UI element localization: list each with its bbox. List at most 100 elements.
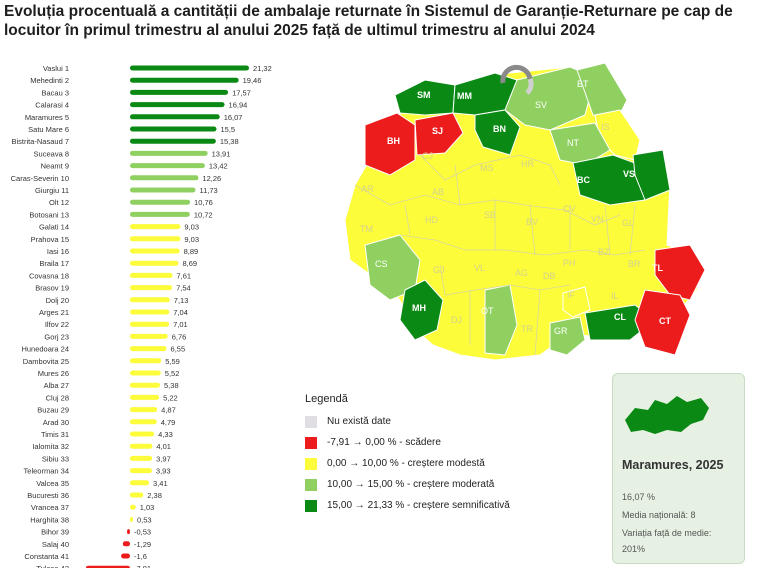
bar[interactable] — [130, 321, 170, 327]
bar[interactable] — [130, 504, 136, 510]
bar-category-label: Timis 31 — [41, 430, 69, 439]
romania-map[interactable]: SM MM SV BT BH SJ BN IS NT CJ MS HR BC VS AR AB TM HD SB BV… — [345, 55, 715, 375]
bar-category-label: Maramures 5 — [25, 113, 69, 122]
bar-value-label: 7,54 — [176, 284, 191, 293]
map-region-vs[interactable] — [632, 149, 671, 201]
bar[interactable] — [130, 102, 225, 108]
map-toggle-ring[interactable] — [500, 64, 534, 95]
bar[interactable] — [130, 138, 216, 144]
map-label-cj: CJ — [422, 151, 433, 161]
bar[interactable] — [130, 126, 217, 132]
map-region-if[interactable] — [562, 286, 591, 318]
bar-category-label: Cluj 28 — [46, 393, 69, 402]
legend-item-no-data[interactable]: Nu există date — [305, 411, 605, 432]
bar[interactable] — [130, 480, 150, 486]
bar-category-label: Alba 27 — [44, 381, 69, 390]
bar-value-label: 7,01 — [173, 320, 188, 329]
bar[interactable] — [130, 407, 158, 413]
bar[interactable] — [130, 285, 173, 291]
bar[interactable] — [130, 394, 160, 400]
map-label-cs: CS — [375, 259, 388, 269]
legend-item-decrease[interactable]: -7,91 → 0,00 % - scădere — [305, 432, 605, 453]
bar[interactable] — [130, 248, 180, 254]
map-region-gr[interactable] — [549, 316, 586, 356]
legend-swatch — [305, 415, 317, 428]
page-title: Evoluția procentuală a cantității de amb… — [4, 3, 733, 39]
bar[interactable] — [130, 443, 153, 449]
map-label-cv: CV — [563, 204, 576, 214]
bar-value-label: -0,53 — [134, 528, 151, 537]
bar[interactable] — [130, 333, 168, 339]
bar[interactable] — [130, 65, 249, 71]
map-label-tl: TL — [652, 263, 663, 273]
bar[interactable] — [130, 309, 170, 315]
bar[interactable] — [122, 541, 130, 547]
bar[interactable] — [130, 224, 181, 230]
bar-category-label: Ilfov 22 — [45, 320, 69, 329]
bar[interactable] — [130, 419, 157, 425]
bar-category-label: Galati 14 — [39, 223, 69, 232]
map-region-sj[interactable] — [414, 112, 464, 156]
bar[interactable] — [127, 529, 130, 535]
bar[interactable] — [130, 260, 179, 266]
bar[interactable] — [130, 431, 155, 437]
variation-value: 201% — [622, 544, 646, 554]
bar[interactable] — [130, 199, 191, 205]
bar[interactable] — [130, 114, 220, 120]
bar-value-label: 13,42 — [209, 162, 228, 171]
bar[interactable] — [130, 346, 167, 352]
bar[interactable] — [130, 297, 170, 303]
bar[interactable] — [130, 455, 153, 461]
bar-category-label: Bihor 39 — [41, 528, 69, 537]
map-label-ag: AG — [515, 268, 528, 278]
legend: Legendă Nu există date -7,91 → 0,00 % - … — [305, 393, 605, 516]
bar[interactable] — [130, 516, 133, 522]
legend-item-modest[interactable]: 0,00 → 10,00 % - creștere modestă — [305, 453, 605, 474]
bar-category-label: Dambovita 25 — [23, 357, 69, 366]
map-regions[interactable] — [345, 62, 706, 361]
bar[interactable] — [130, 175, 199, 181]
bar[interactable] — [121, 553, 130, 559]
map-region-bh[interactable] — [364, 112, 416, 176]
map-label-mm: MM — [457, 91, 472, 101]
map-region-sv[interactable] — [504, 66, 596, 131]
bar-category-label: Bacau 3 — [41, 88, 69, 97]
map-label-tm: TM — [360, 224, 373, 234]
map-region-tl[interactable] — [654, 244, 706, 301]
map-label-bn: BN — [493, 124, 506, 134]
county-name: Maramures, 2025 — [622, 458, 724, 472]
map-label-gr: GR — [554, 326, 568, 336]
bar-value-label: 3,41 — [153, 479, 168, 488]
bar[interactable] — [130, 382, 161, 388]
bar[interactable] — [130, 150, 208, 156]
map-label-bv: BV — [526, 217, 538, 227]
bar[interactable] — [130, 163, 205, 169]
bar[interactable] — [130, 187, 196, 193]
map-label-vs: VS — [623, 169, 635, 179]
legend-item-moderate[interactable]: 10,00 → 15,00 % - creștere moderată — [305, 474, 605, 495]
legend-swatch — [305, 499, 317, 512]
legend-item-significant[interactable]: 15,00 → 21,33 % - creștere semnificativă — [305, 495, 605, 516]
map-region-ct[interactable] — [634, 289, 691, 356]
map-label-sm: SM — [417, 90, 431, 100]
bar[interactable] — [130, 272, 173, 278]
bar[interactable] — [130, 211, 190, 217]
bar[interactable] — [130, 89, 229, 95]
bar[interactable] — [130, 492, 144, 498]
map-label-ot: OT — [481, 306, 494, 316]
bar-value-label: 6,55 — [171, 345, 186, 354]
map-label-br: BR — [628, 259, 641, 269]
bar-category-label: Salaj 40 — [42, 540, 69, 549]
map-region-mh[interactable] — [399, 279, 444, 341]
bar[interactable] — [130, 77, 239, 83]
map-label-is: IS — [601, 122, 610, 132]
bar[interactable] — [130, 370, 161, 376]
bar-value-label: 8,69 — [183, 259, 198, 268]
map-region-bt[interactable] — [576, 62, 628, 121]
bar-value-label: 17,57 — [232, 88, 251, 97]
bar[interactable] — [130, 468, 152, 474]
bar[interactable] — [130, 358, 162, 364]
bar[interactable] — [130, 236, 181, 242]
map-region-nt[interactable] — [549, 122, 611, 166]
map-region-bn[interactable] — [474, 109, 521, 156]
